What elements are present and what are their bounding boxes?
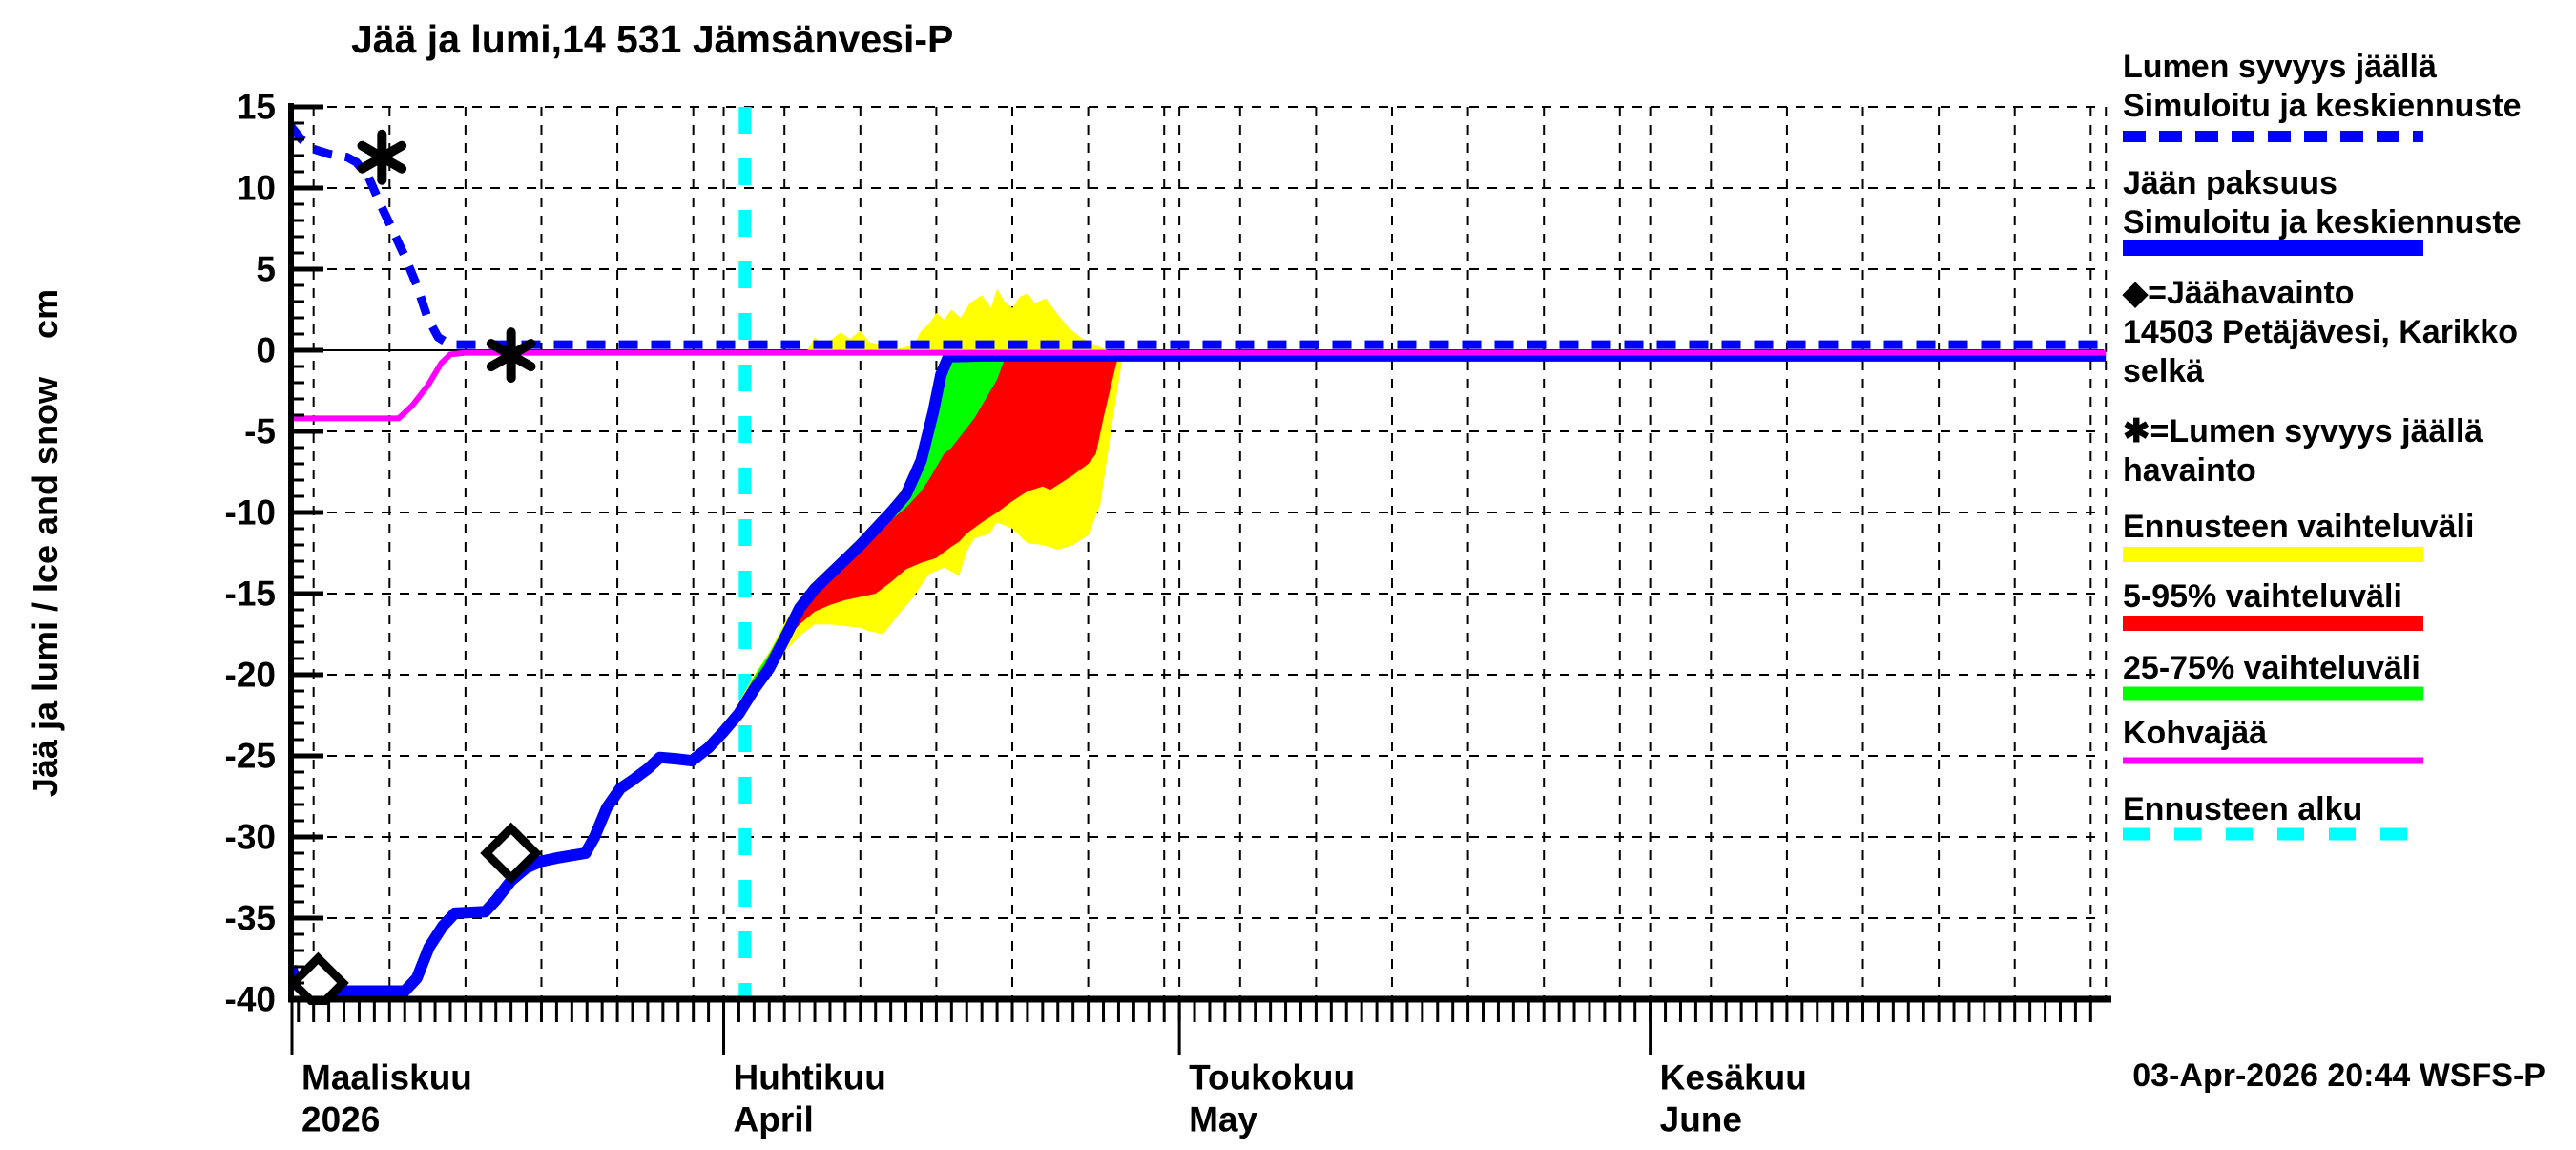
month-label-en: 2026 [301,1099,380,1139]
vertical-gridlines [312,107,2108,999]
month-label-en: June [1660,1099,1742,1139]
y-tick-label: -20 [225,656,276,695]
series-kohvajaa [291,349,2107,422]
legend-item-band-minmax: Ennusteen vaihteluväli [2123,509,2474,562]
band-band_minmax [807,288,1109,350]
month-label-fi: Toukokuu [1189,1057,1355,1097]
legend-label: Jään paksuus [2123,165,2337,201]
y-tick-label: -25 [225,737,276,776]
y-tick-label: 10 [237,169,276,208]
month-label-fi: Maaliskuu [301,1057,472,1097]
y-tick-label: -40 [225,980,276,1019]
ice-observation-marker [480,822,543,885]
legend-item-kohvajaa: Kohvajää [2123,715,2423,764]
plot-area [291,106,2108,1005]
series-snow_sim-dashed [291,123,2107,349]
x-axis-ticks [297,999,2092,1022]
legend-label: Lumen syvyys jäällä [2123,49,2437,85]
axes [288,103,2111,1003]
band-band_5_95 [738,350,1120,711]
y-tick-label: 15 [237,88,276,127]
y-tick-label: 5 [256,250,276,289]
series-ice_sim [291,349,2107,997]
legend-label: 14503 Petäjävesi, Karikko [2123,314,2518,350]
legend-item-band-5-95: 5-95% vaihteluväli [2123,578,2423,631]
snow-observation-marker [486,327,536,384]
snow-observation-marker [357,129,407,185]
legend-item-band-25-75: 25-75% vaihteluväli [2123,650,2423,701]
y-tick-label: -15 [225,575,276,614]
month-label-en: April [734,1099,814,1139]
legend-label: ◆=Jäähavainto [2122,275,2355,311]
observation-markers [291,129,543,1005]
y-axis-ticks: 15 10 5 0 -5 -10 -15 -20 -25 -30 -35 -40 [225,88,323,1019]
y-tick-label: -35 [225,899,276,938]
legend-label: 5-95% vaihteluväli [2123,578,2402,615]
legend-label: havainto [2123,452,2256,489]
month-label-fi: Huhtikuu [734,1057,886,1097]
horizontal-gridlines [291,106,2104,919]
month-label-fi: Kesäkuu [1660,1057,1807,1097]
legend-label: ✱=Lumen syvyys jäällä [2123,413,2483,450]
month-label-en: May [1189,1099,1257,1139]
y-tick-label: 0 [256,331,276,370]
ice-observation-marker [291,951,349,1005]
chart-title: Jää ja lumi,14 531 Jämsänvesi-P [351,17,954,61]
legend-label: Ennusteen vaihteluväli [2123,509,2474,545]
legend-label: selkä [2123,353,2204,389]
y-tick-label: -30 [225,818,276,857]
y-tick-label: -10 [225,493,276,533]
legend-label: Simuloitu ja keskiennuste [2123,204,2522,240]
y-tick-label: -5 [244,412,276,451]
legend-label: 25-75% vaihteluväli [2123,650,2420,686]
legend-label: Kohvajää [2123,715,2267,751]
legend-label: Simuloitu ja keskiennuste [2123,88,2522,124]
legend-item-forecast-start: Ennusteen alku [2123,791,2423,841]
y-axis-label: Jää ja lumi / Ice and snow cm [26,288,65,798]
legend-label: Ennusteen alku [2123,791,2362,827]
timestamp: 03-Apr-2026 20:44 WSFS-P [2132,1057,2545,1094]
